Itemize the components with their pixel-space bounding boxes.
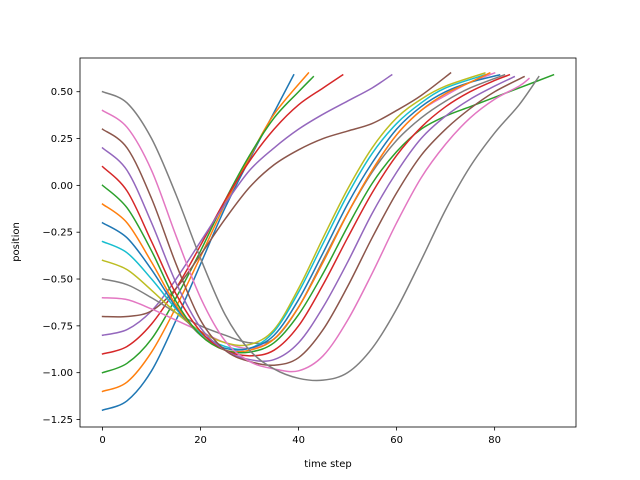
y-tick-label: 0.50 [51, 87, 73, 98]
series-line-17 [101, 77, 531, 373]
y-tick-label: −1.00 [42, 368, 73, 379]
plot-frame [79, 57, 577, 428]
series-line-10 [101, 73, 486, 351]
y-tick-label: 0.25 [51, 134, 73, 145]
series-line-18 [101, 75, 540, 382]
x-tick-label: 80 [488, 435, 501, 446]
x-axis-label: time step [304, 459, 351, 470]
x-tick-label: 20 [194, 435, 207, 446]
y-axis-label: position [11, 222, 22, 262]
y-tick-label: −1.25 [42, 415, 73, 426]
y-axis: −1.25 −1.00 −0.75 −0.50 −0.25 0.00 0.25 0.50 [42, 87, 80, 426]
series-line-16 [101, 75, 526, 367]
x-tick-label: 40 [292, 435, 305, 446]
series-line-3 [101, 75, 315, 374]
x-tick-label: 60 [390, 435, 403, 446]
series-line-9 [101, 72, 486, 347]
y-tick-label: 0.00 [51, 181, 73, 192]
series-layer [101, 71, 555, 412]
y-tick-label: −0.25 [42, 228, 73, 239]
x-axis: 0 20 40 60 80 [99, 427, 501, 446]
x-tick-label: 0 [99, 435, 105, 446]
series-line-4 [101, 73, 344, 355]
y-tick-label: −0.50 [42, 275, 73, 286]
series-line-15 [101, 75, 516, 362]
series-line-12 [101, 71, 491, 353]
series-line-11 [101, 73, 501, 351]
series-line-6 [101, 71, 452, 318]
series-line-14 [101, 73, 511, 357]
y-tick-label: −0.75 [42, 321, 73, 332]
series-line-13 [101, 73, 555, 354]
